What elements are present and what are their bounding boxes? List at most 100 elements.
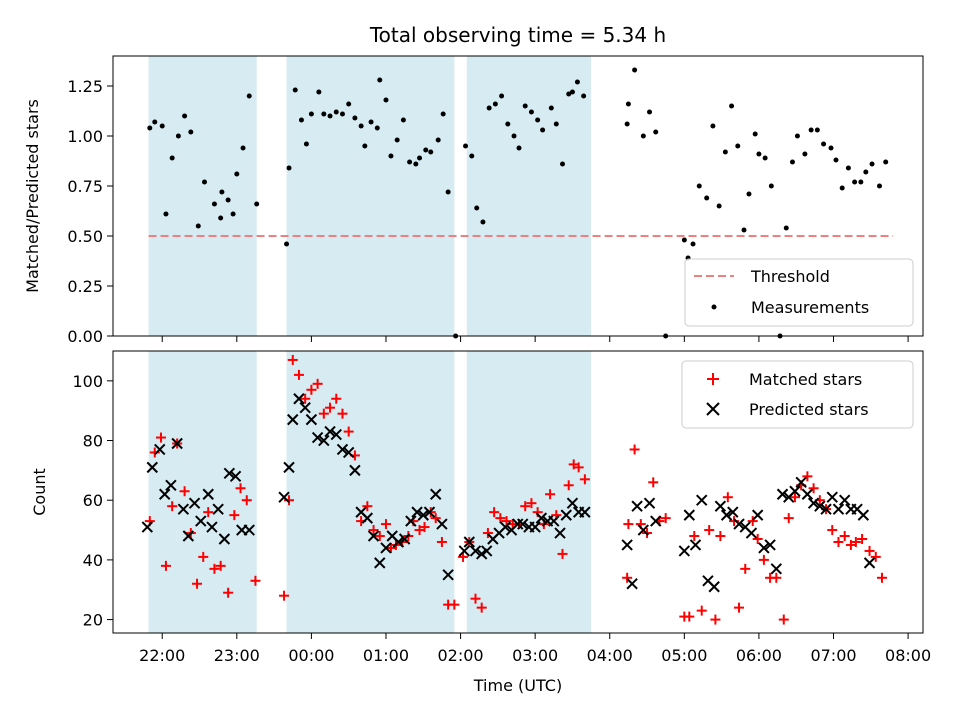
matched-star-point (545, 489, 556, 500)
matched-star-point (215, 560, 226, 571)
y-tick-label: 0.75 (67, 177, 103, 196)
predicted-star-point (442, 569, 454, 581)
matched-star-point (771, 572, 782, 583)
predicted-star-point (458, 545, 471, 557)
predicted-star-point (678, 545, 691, 557)
matched-star-point (623, 519, 634, 530)
predicted-star-point (195, 515, 207, 527)
predicted-star-point (293, 393, 305, 405)
x-tick-label: 22:00 (139, 646, 185, 665)
measurement-point (762, 155, 768, 161)
measurement-point (522, 103, 528, 109)
measurement-point (704, 195, 710, 201)
measurement-point (789, 159, 795, 165)
bottom-panel: 20 40 60 80 100 22:00 23:00 00:00 01:00 02:00 03:… (30, 350, 931, 695)
predicted-star-point (243, 524, 255, 536)
matched-star-point (622, 572, 633, 583)
matched-star-point (789, 492, 800, 503)
predicted-star-point (758, 542, 770, 554)
matched-star-point (476, 602, 487, 613)
y-tick-label: 1.00 (67, 127, 103, 146)
matched-star-point (306, 384, 317, 395)
predicted-star-point (165, 479, 177, 491)
predicted-star-point (206, 521, 218, 533)
predicted-star-point (801, 488, 814, 500)
matched-star-point (833, 536, 844, 547)
measurement-point (286, 165, 292, 171)
measurement-point (423, 147, 429, 153)
matched-star-point (526, 498, 537, 509)
measurement-point (163, 211, 169, 217)
matched-star-point (419, 522, 430, 533)
predicted-star-point (751, 509, 764, 521)
predicted-star-point (361, 512, 374, 524)
bottom-legend: Matched stars Predicted stars (681, 360, 914, 429)
measurement-point (219, 189, 225, 195)
matched-star-point (229, 510, 240, 521)
measurement-point (647, 109, 653, 115)
predicted-star-point (795, 476, 807, 489)
predicted-star-point (720, 509, 733, 521)
measurement-point (292, 87, 298, 93)
measurement-point (240, 145, 246, 151)
matched-star-point (436, 536, 447, 547)
measurement-point (499, 93, 505, 99)
measurement-point (407, 159, 413, 165)
measurement-point (548, 105, 554, 111)
measurement-point (211, 201, 217, 207)
predicted-star-point (650, 515, 662, 527)
predicted-star-point (776, 488, 789, 500)
predicted-star-point (411, 506, 423, 518)
measurement-point (246, 93, 252, 99)
predicted-star-point (535, 512, 548, 524)
matched-star-point (374, 531, 385, 542)
x-tick-label: 03:00 (512, 646, 558, 665)
predicted-star-point (463, 536, 475, 548)
y-tick-label: 20 (83, 611, 103, 630)
matched-star-point (449, 599, 460, 610)
measurement-point (741, 227, 747, 233)
predicted-star-point (714, 500, 727, 512)
bottom-shaded-intervals (148, 351, 592, 633)
predicted-star-point (512, 518, 524, 530)
top-panel: 0.00 0.25 0.50 0.75 1.00 1.25 Matched/Predict… (23, 55, 924, 346)
measurement-point (535, 117, 541, 123)
matched-star-point (740, 563, 751, 574)
matched-star-point (241, 495, 252, 506)
measurement-point (511, 133, 517, 139)
matched-star-point (802, 471, 813, 482)
measurement-point (254, 201, 260, 207)
chart-title: Total observing time = 5.34 h (369, 23, 666, 47)
measurement-point (746, 191, 752, 197)
measurement-point (321, 111, 327, 117)
measurement-point (794, 133, 800, 139)
measurement-point (625, 101, 631, 107)
measurement-point (303, 141, 309, 147)
measurement-point (400, 117, 406, 123)
measurement-point (852, 179, 858, 185)
predicted-star-point (182, 530, 195, 542)
measurement-points (147, 67, 889, 339)
predicted-star-point (283, 461, 295, 474)
matched-star-point (235, 483, 246, 494)
measurement-point (474, 205, 480, 211)
predicted-stars-points (141, 393, 876, 593)
measurement-point (201, 179, 207, 185)
predicted-star-point (398, 533, 411, 545)
matched-star-point (684, 611, 695, 622)
matched-star-point (368, 525, 379, 536)
matched-star-point (715, 531, 726, 542)
predicted-star-point (566, 497, 579, 509)
predicted-star-point (318, 434, 330, 447)
predicted-star-point (626, 578, 638, 590)
legend-matched-swatch (707, 373, 719, 385)
predicted-star-point (311, 431, 324, 444)
predicted-star-point (579, 506, 591, 518)
measurement-point (839, 185, 845, 191)
measurement-point (463, 143, 469, 149)
matched-star-point (203, 507, 214, 518)
legend-predicted-label: Predicted stars (749, 400, 869, 419)
predicted-star-point (330, 428, 342, 441)
measurement-point (225, 197, 231, 203)
